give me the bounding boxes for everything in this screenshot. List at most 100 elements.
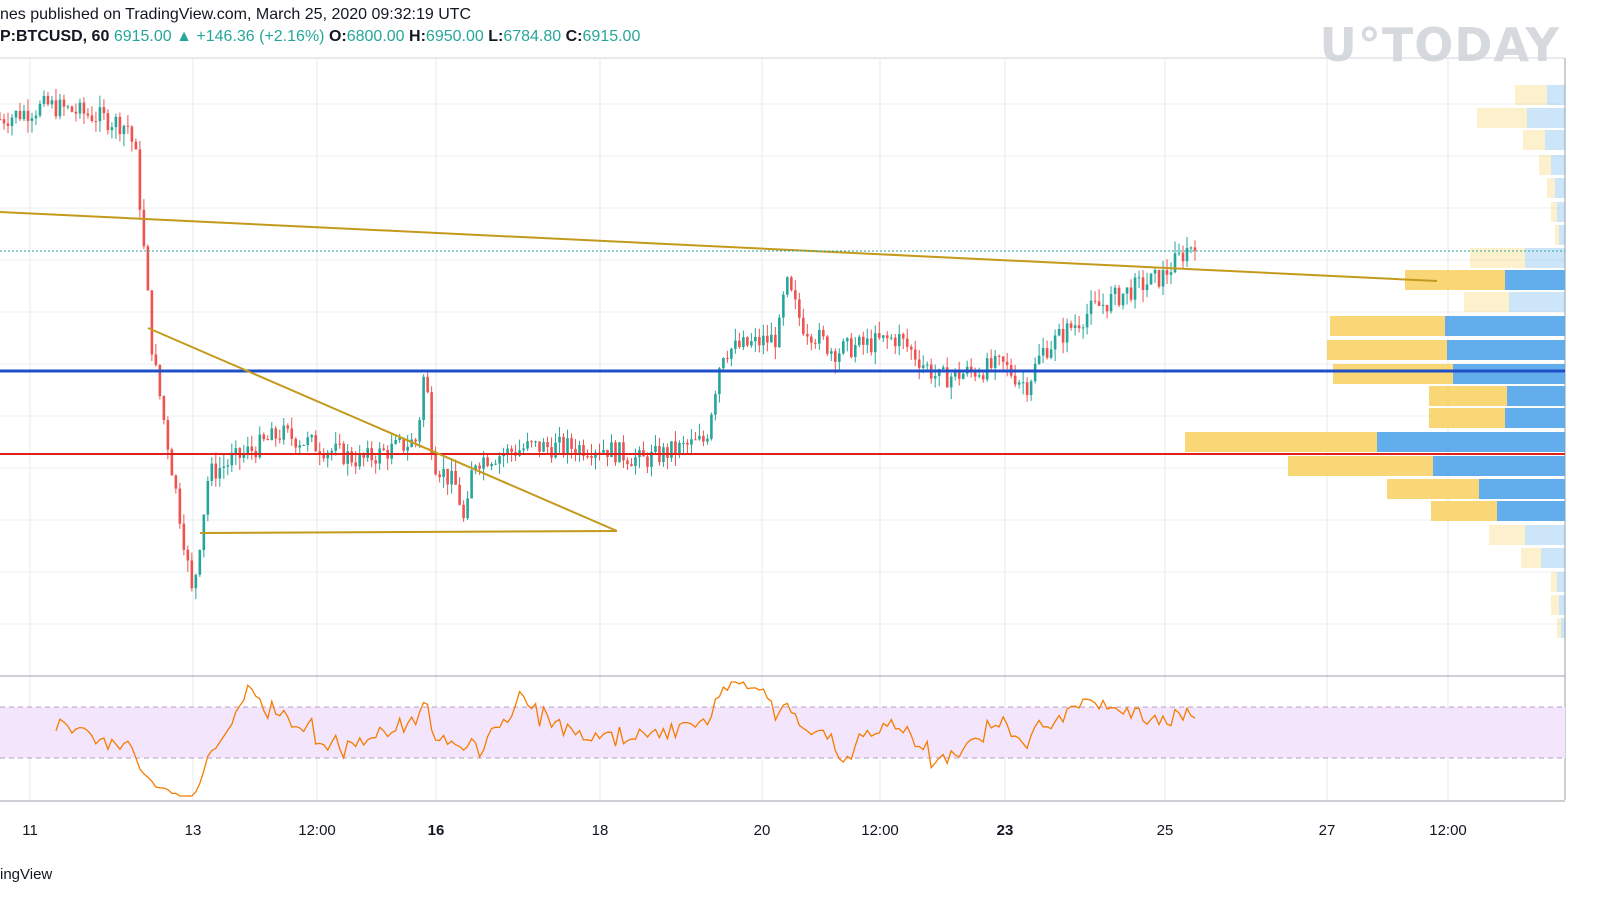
candle-body [865,338,869,345]
candle-body [614,442,617,463]
candle-body [146,246,150,291]
x-tick-label: 18 [591,822,609,839]
candle-body [670,441,673,458]
candle-body [690,439,693,445]
candle-body [706,438,709,442]
candle-body [1117,287,1121,306]
candle-body [1025,382,1029,396]
candle-body [1169,272,1173,275]
candle-body [290,428,294,439]
candle-body [266,439,270,441]
candle-body [702,435,705,442]
candle-body [754,336,757,342]
vp-bar-up [1555,225,1559,245]
candle-body [518,450,521,456]
open-label: O: [328,28,347,45]
candle-body [762,335,765,346]
candle-body [1045,348,1049,358]
candle-body [98,107,102,122]
candle-body [1085,313,1089,328]
candle-body [326,452,330,459]
candle-body [490,463,493,467]
vp-bar-down [1525,525,1565,545]
candle-body [618,442,621,463]
candle-body [22,110,26,120]
candle-body [889,337,893,339]
triangle-upper-line [147,327,618,532]
candle-body [750,341,753,346]
candle-body [562,436,565,453]
candle-body [810,336,813,343]
candle-body [590,455,593,458]
candle-body [294,438,298,448]
candle-body [58,99,62,117]
candle-body [162,396,166,421]
candle-body [718,368,721,395]
candle-body [66,106,70,108]
candle-body [558,436,561,443]
candle-body [38,103,42,116]
candle-body [2,119,6,124]
candle-body [494,463,497,465]
candle-body [909,346,913,350]
candle-body [626,460,629,465]
vp-bar-up [1405,270,1505,290]
candle-body [346,451,350,464]
vp-bar-up [1288,456,1433,476]
candle-body [338,443,342,445]
candle-body [502,454,505,457]
candle-body [790,277,793,291]
vp-bar-down [1557,202,1565,222]
candle-body [961,373,965,379]
vp-bar-up [1464,292,1509,312]
candle-body [214,463,218,479]
candle-body [458,484,461,505]
candle-body [1153,269,1157,274]
candle-body [194,574,198,589]
vp-bar-up [1551,595,1559,615]
candle-body [218,467,222,479]
candle-body [434,454,437,475]
candle-body [26,110,30,121]
candle-body [570,438,573,449]
candle-body [722,358,725,369]
candle-body [841,341,845,354]
candle-body [857,336,861,346]
vp-bar-up [1185,432,1377,452]
candle-body [34,115,38,119]
candle-body [298,445,302,448]
vp-bar-down [1479,479,1565,499]
x-tick-label: 13 [184,822,202,839]
candle-body [258,434,262,458]
candle-body [270,428,274,441]
candle-body [925,364,929,366]
candle-body [470,470,473,499]
candle-body [1129,287,1133,300]
vp-bar-down [1445,316,1565,336]
candle-body [474,465,477,471]
candle-body [798,299,801,318]
candle-body [630,464,633,467]
rsi-line [55,681,1196,797]
x-tick-label: 12:00 [298,822,336,839]
candle-body [130,126,134,142]
candle-body [506,448,509,455]
candle-body [102,107,106,114]
candle-body [949,376,953,388]
candle-body [957,369,961,379]
vp-bar-up [1429,386,1507,406]
candle-body [438,474,441,478]
candle-body [622,442,625,461]
candle-body [354,462,358,467]
candle-body [382,448,385,450]
candle-body [742,337,745,348]
candle-body [714,394,717,415]
candle-body [542,442,545,452]
candle-body [106,113,110,131]
candle-body [390,443,393,459]
candle-body [1189,247,1193,249]
candle-body [913,349,917,360]
candle-body [210,463,214,482]
candle-body [921,365,925,368]
